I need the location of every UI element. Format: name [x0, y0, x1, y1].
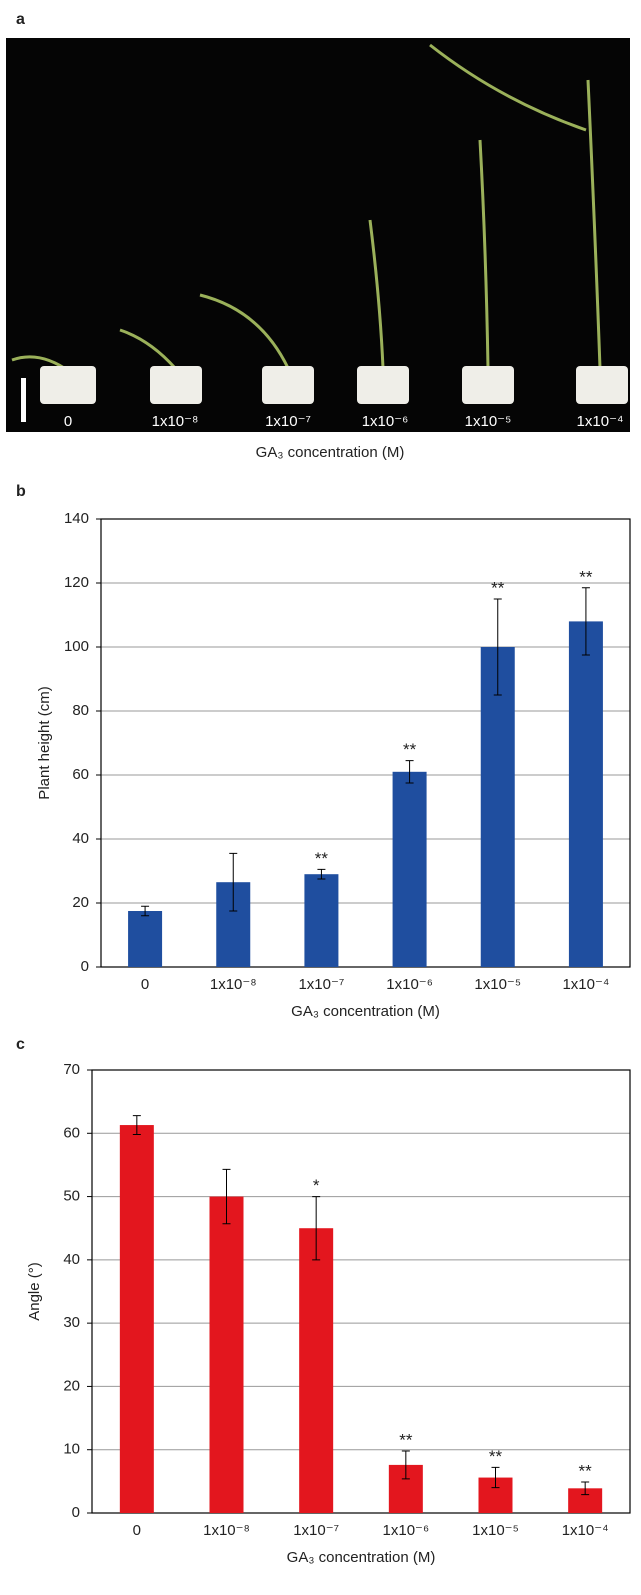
photo-label: 1x10⁻⁸	[152, 413, 199, 430]
photo-label: 1x10⁻⁷	[265, 413, 311, 430]
significance-mark: *	[313, 1176, 320, 1195]
x-tick-label: 1x10⁻⁸	[203, 1522, 250, 1539]
bar	[569, 621, 603, 967]
x-tick-label: 1x10⁻⁷	[298, 976, 344, 993]
photo-label: 0	[64, 413, 72, 430]
bar	[128, 911, 162, 967]
y-tick-label: 20	[63, 1377, 80, 1394]
x-tick-label: 1x10⁻⁵	[474, 976, 521, 993]
y-tick-label: 140	[64, 510, 89, 527]
pot	[262, 366, 314, 404]
bar	[299, 1228, 333, 1513]
y-tick-label: 20	[72, 894, 89, 911]
y-tick-label: 60	[72, 766, 89, 783]
panel-label: b	[16, 483, 26, 500]
x-tick-label: 1x10⁻⁶	[383, 1522, 430, 1539]
y-tick-label: 50	[63, 1188, 80, 1205]
y-axis-label: Angle (°)	[26, 1262, 43, 1321]
panel-label: a	[16, 11, 25, 28]
photo-label: 1x10⁻⁶	[362, 413, 409, 430]
y-tick-label: 40	[72, 830, 89, 847]
significance-mark: **	[489, 1447, 503, 1466]
x-axis-label: GA₃ concentration (M)	[256, 444, 405, 461]
y-tick-label: 80	[72, 702, 89, 719]
panel-label: c	[16, 1036, 25, 1053]
figure: a GA₃ concentration (M) 0 1x10⁻⁸ 1x10⁻⁷ 1x1…	[0, 0, 641, 1595]
pot	[150, 366, 202, 404]
x-tick-label: 1x10⁻⁵	[472, 1522, 519, 1539]
photo-label: 1x10⁻⁵	[465, 413, 512, 430]
pot	[40, 366, 96, 404]
y-tick-label: 0	[72, 1504, 80, 1521]
significance-mark: **	[403, 740, 417, 759]
x-axis-label: GA₃ concentration (M)	[287, 1549, 436, 1566]
photo-label: 1x10⁻⁴	[577, 413, 624, 430]
plot-frame	[92, 1070, 630, 1513]
y-tick-label: 0	[81, 958, 89, 975]
plot-frame	[101, 519, 630, 967]
x-tick-label: 1x10⁻⁴	[562, 1522, 609, 1539]
significance-mark: **	[579, 567, 593, 586]
x-tick-label: 1x10⁻⁶	[386, 976, 433, 993]
photo	[6, 38, 630, 432]
significance-mark: **	[491, 578, 505, 597]
pot	[357, 366, 409, 404]
x-tick-label: 1x10⁻⁸	[210, 976, 257, 993]
significance-mark: **	[315, 849, 329, 868]
y-tick-label: 10	[63, 1441, 80, 1458]
bar	[393, 772, 427, 967]
significance-mark: **	[579, 1461, 593, 1480]
bar	[120, 1125, 154, 1513]
pot	[576, 366, 628, 404]
y-axis-label: Plant height (cm)	[36, 686, 53, 799]
bar	[304, 874, 338, 967]
x-tick-label: 0	[133, 1522, 141, 1539]
x-tick-label: 1x10⁻⁷	[293, 1522, 339, 1539]
photo-background	[6, 38, 630, 432]
scale-bar	[21, 378, 26, 422]
y-tick-label: 70	[63, 1061, 80, 1078]
x-tick-label: 1x10⁻⁴	[562, 976, 609, 993]
y-tick-label: 100	[64, 638, 89, 655]
significance-mark: **	[399, 1430, 413, 1449]
x-tick-label: 0	[141, 976, 149, 993]
y-tick-label: 30	[63, 1314, 80, 1331]
y-tick-label: 40	[63, 1251, 80, 1268]
y-tick-label: 120	[64, 574, 89, 591]
bar	[210, 1197, 244, 1513]
y-tick-label: 60	[63, 1124, 80, 1141]
pot	[462, 366, 514, 404]
x-axis-label: GA₃ concentration (M)	[291, 1003, 440, 1020]
